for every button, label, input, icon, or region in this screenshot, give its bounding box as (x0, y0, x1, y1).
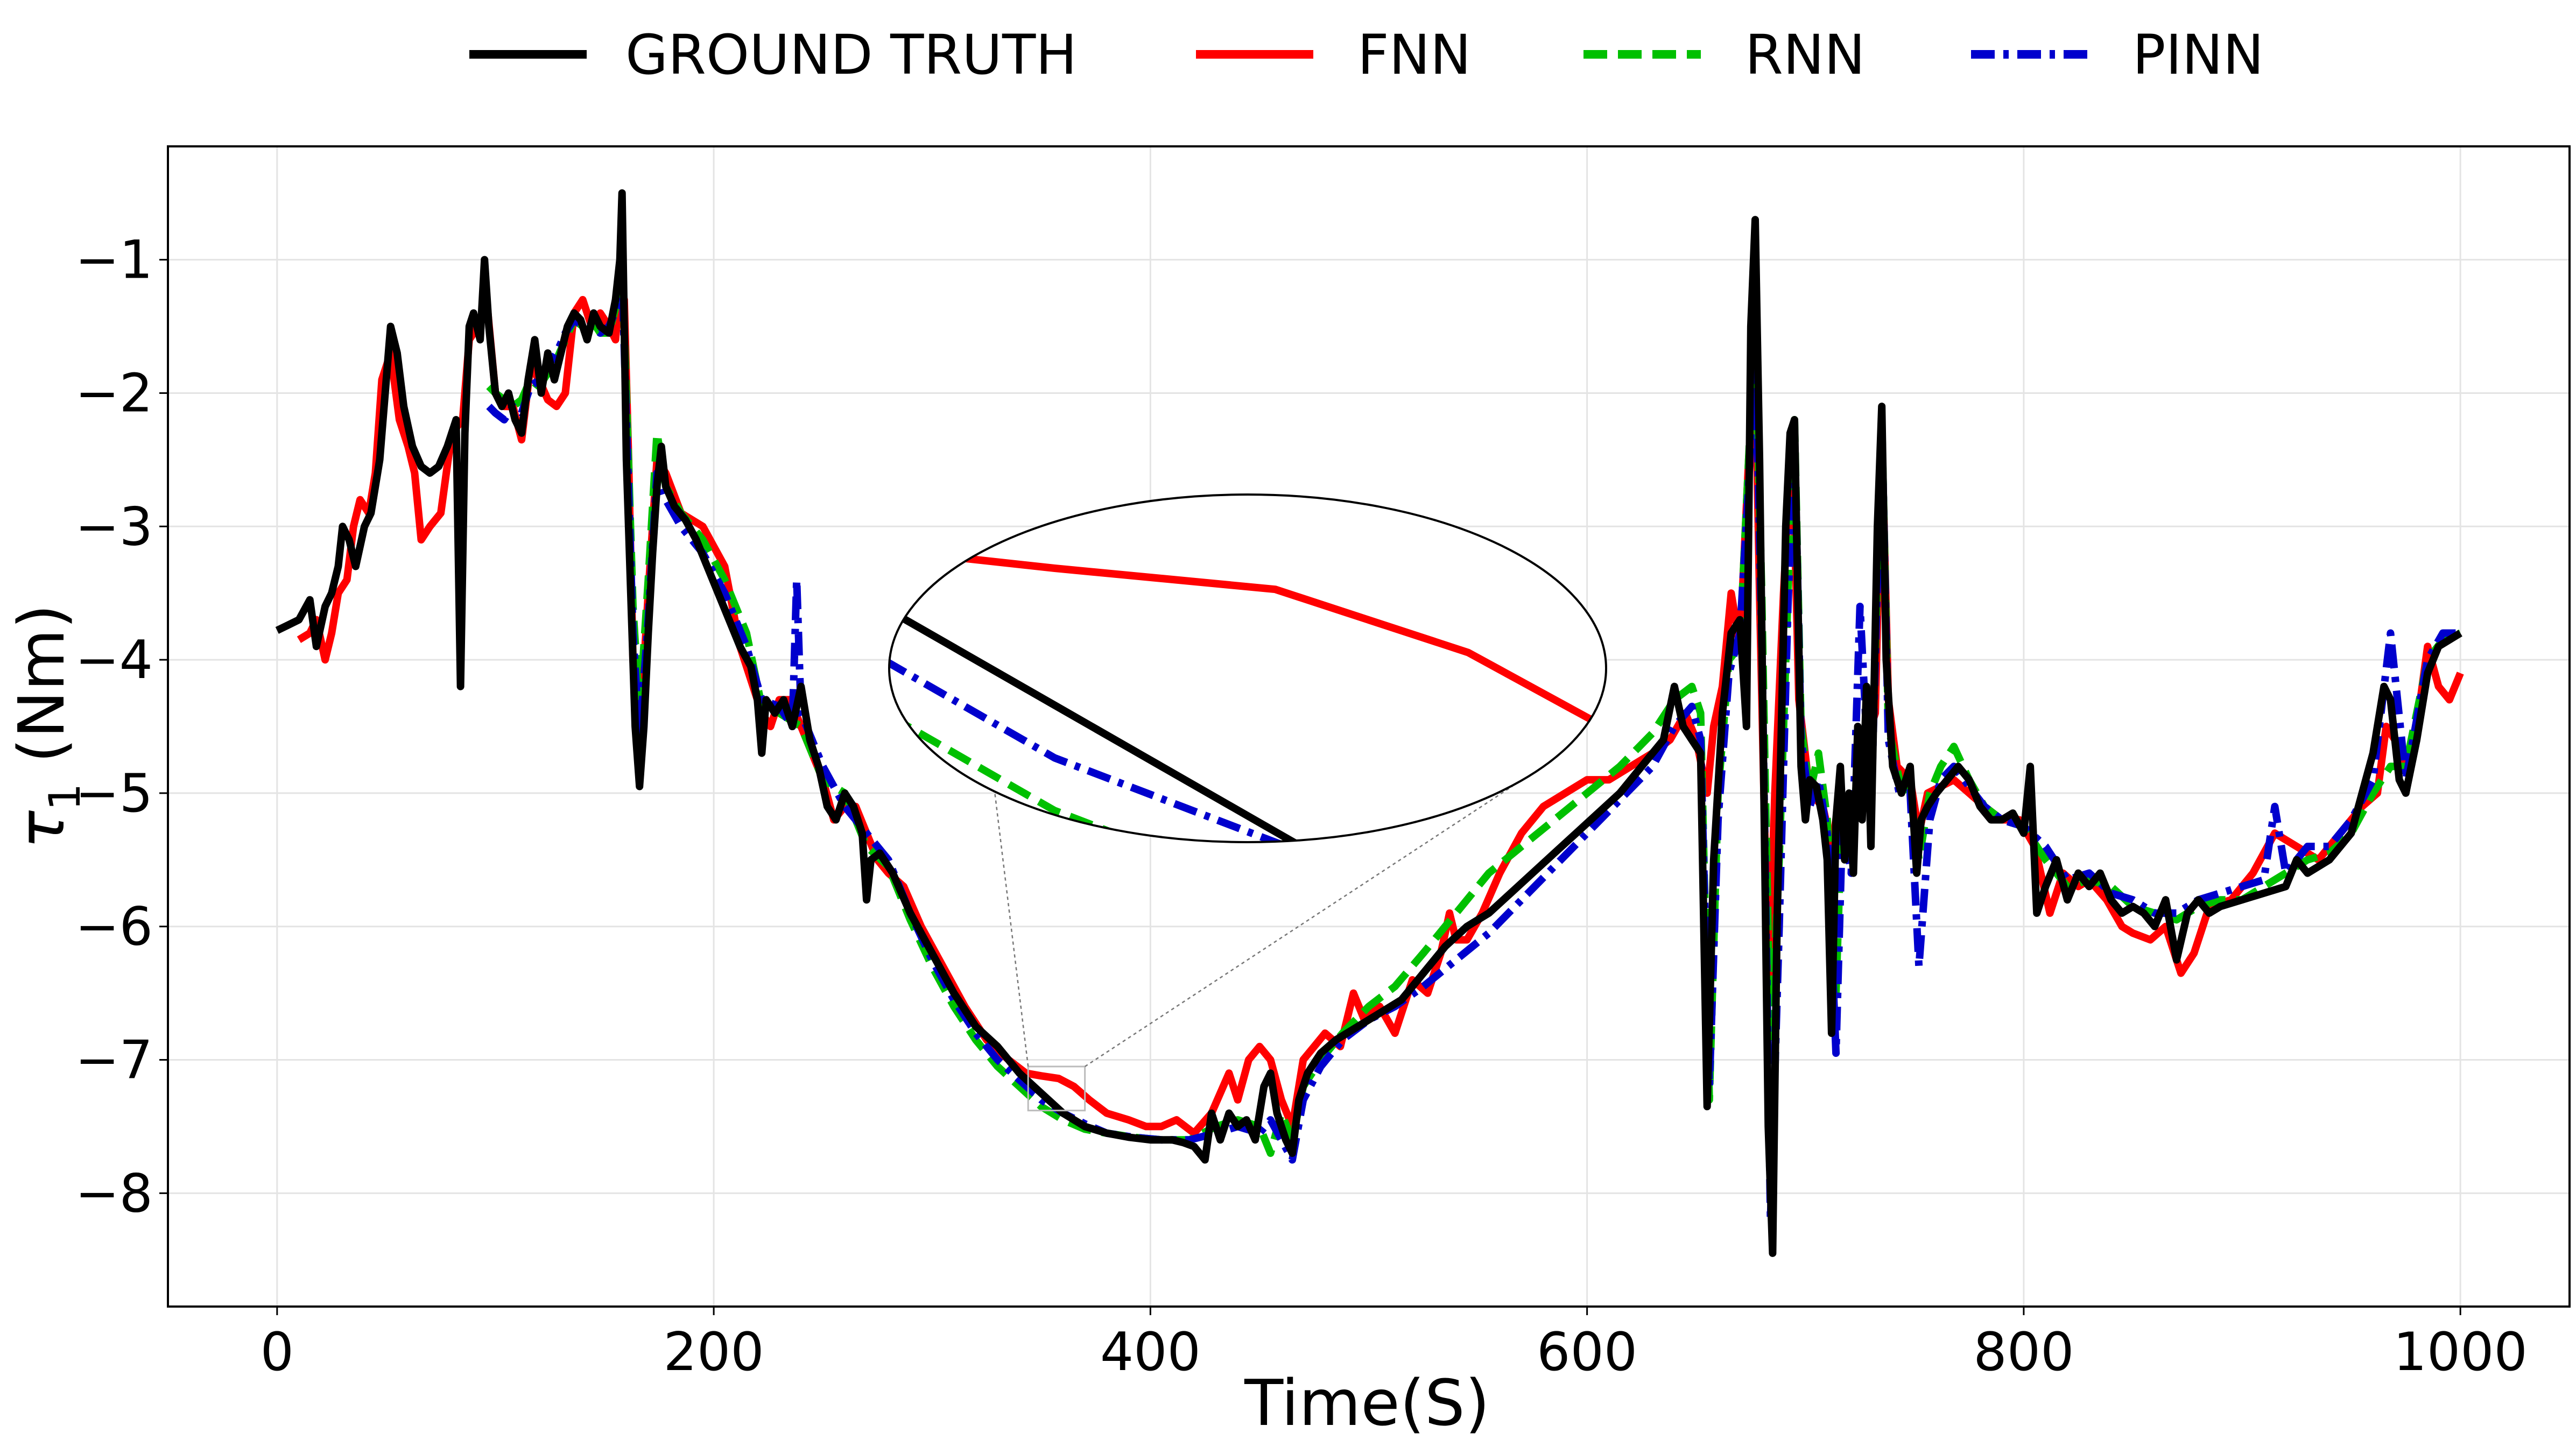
y-tick-label: −2 (75, 363, 153, 424)
inset-line-ground-truth (889, 495, 1606, 842)
y-tick-label: −1 (75, 230, 153, 291)
legend-label: PINN (2132, 23, 2264, 87)
x-tick-label: 600 (1537, 1322, 1637, 1383)
y-axis-subscript: 1 (40, 783, 90, 810)
legend: GROUND TRUTH FNN RNN PINN (469, 23, 2264, 87)
x-tick-label: 1000 (2393, 1322, 2527, 1383)
legend-label: FNN (1357, 23, 1471, 87)
y-axis-unit: (Nm) (4, 604, 79, 784)
y-tick-label: −7 (75, 1030, 153, 1091)
x-tick-label: 200 (664, 1322, 764, 1383)
x-tick-label: 800 (1973, 1322, 2074, 1383)
legend-label: RNN (1745, 23, 1865, 87)
legend-label: GROUND TRUTH (625, 23, 1077, 87)
inset-background (889, 495, 1606, 842)
inset-lines (889, 495, 1606, 842)
y-tick-label: −3 (75, 496, 153, 557)
inset-border (888, 493, 1607, 843)
series-line-ground-truth (275, 189, 2462, 1257)
inset-line-pinn (889, 495, 1606, 842)
y-tick-label: −5 (75, 763, 153, 824)
zoom-connector (1084, 785, 1513, 1067)
grid (168, 146, 2570, 1307)
zoom-connector (994, 791, 1029, 1067)
y-axis-title: τ1 (Nm) (4, 604, 90, 849)
x-tick-label: 400 (1100, 1322, 1201, 1383)
x-axis-title: Time(S) (1244, 1366, 1490, 1440)
zoom-inset (888, 493, 1607, 1112)
y-tick-label: −6 (75, 897, 153, 958)
x-tick-label: 0 (261, 1322, 294, 1383)
y-tick-label: −4 (75, 630, 153, 691)
y-tick-label: −8 (75, 1163, 153, 1224)
inset-line-fnn (889, 495, 1606, 842)
zoom-region (1027, 1065, 1086, 1112)
series-layer (275, 189, 2464, 1257)
y-axis-symbol: τ (4, 810, 79, 849)
plot-frame (167, 145, 2571, 1308)
ticks: 0 200 400 600 800 1000 −1 −2 −3 −4 −5 −6 −7 −8 (75, 230, 2528, 1383)
